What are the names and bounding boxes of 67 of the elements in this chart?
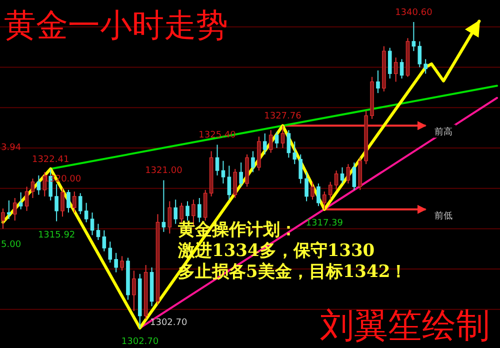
candlestick [30,178,35,199]
candlestick [251,150,255,173]
candlestick [274,131,279,148]
candlestick [346,164,350,184]
candlestick [1,208,5,230]
annotation: 1340.60 [395,8,433,18]
candlestick [310,181,314,200]
candlestick [7,200,11,220]
annotation: 1315.92 [38,230,76,240]
candlestick [96,223,100,240]
chart-title: 黄金一小时走势 [4,6,228,44]
candlestick [12,198,17,222]
candlestick [132,270,136,312]
candlestick [340,166,344,184]
candlestick [328,181,332,200]
candlestick [412,22,416,52]
candlestick [90,212,94,236]
candlestick [394,57,398,82]
candlestick [262,132,267,155]
candlestick [424,58,428,74]
candlestick [280,125,285,148]
candlestick [24,186,29,212]
candlestick [54,184,58,222]
candlestick [334,170,338,190]
candlestick [376,70,380,94]
candlestick [239,162,243,188]
candlestick [84,202,88,223]
candlestick [298,154,302,184]
candlestick [286,130,291,158]
candlestick [78,192,82,215]
candlestick [174,199,178,224]
candlestick [66,189,70,214]
candlestick [186,200,190,222]
candlestick [108,241,112,264]
candlestick [215,144,220,176]
candlestick [60,188,64,218]
candlestick [227,165,232,200]
ref-line-label: 前低 [434,210,453,222]
annotation: 1321.00 [145,166,183,176]
candlestick [162,180,166,232]
candlestick [292,140,297,165]
candlestick [114,252,118,273]
annotation: 1327.76 [264,112,302,122]
ref-line-label: 前高 [434,126,453,138]
candlestick [322,191,326,210]
candlestick [352,162,356,190]
candlestick [120,256,124,272]
annotation: 刘翼笙绘制 [320,306,490,346]
candlestick [304,172,308,202]
annotation: 1317.39 [306,218,344,228]
candlestick [102,230,106,252]
annotation: 5.00 [1,240,22,250]
candlestick [388,47,392,80]
candlestick [233,168,238,199]
annotation: 1302.70 [150,318,188,328]
candlestick [36,174,41,196]
annotation: 3.94 [1,143,22,153]
candlestick [268,130,273,154]
annotation: 1322.41 [32,154,70,165]
candlestick [221,160,226,184]
candlestick [18,192,23,210]
candlestick [316,182,320,207]
candlestick [72,191,76,214]
candlestick [400,58,404,80]
candlestick [418,40,422,68]
candlestick [168,200,172,234]
text: 1302.70 [121,337,159,347]
